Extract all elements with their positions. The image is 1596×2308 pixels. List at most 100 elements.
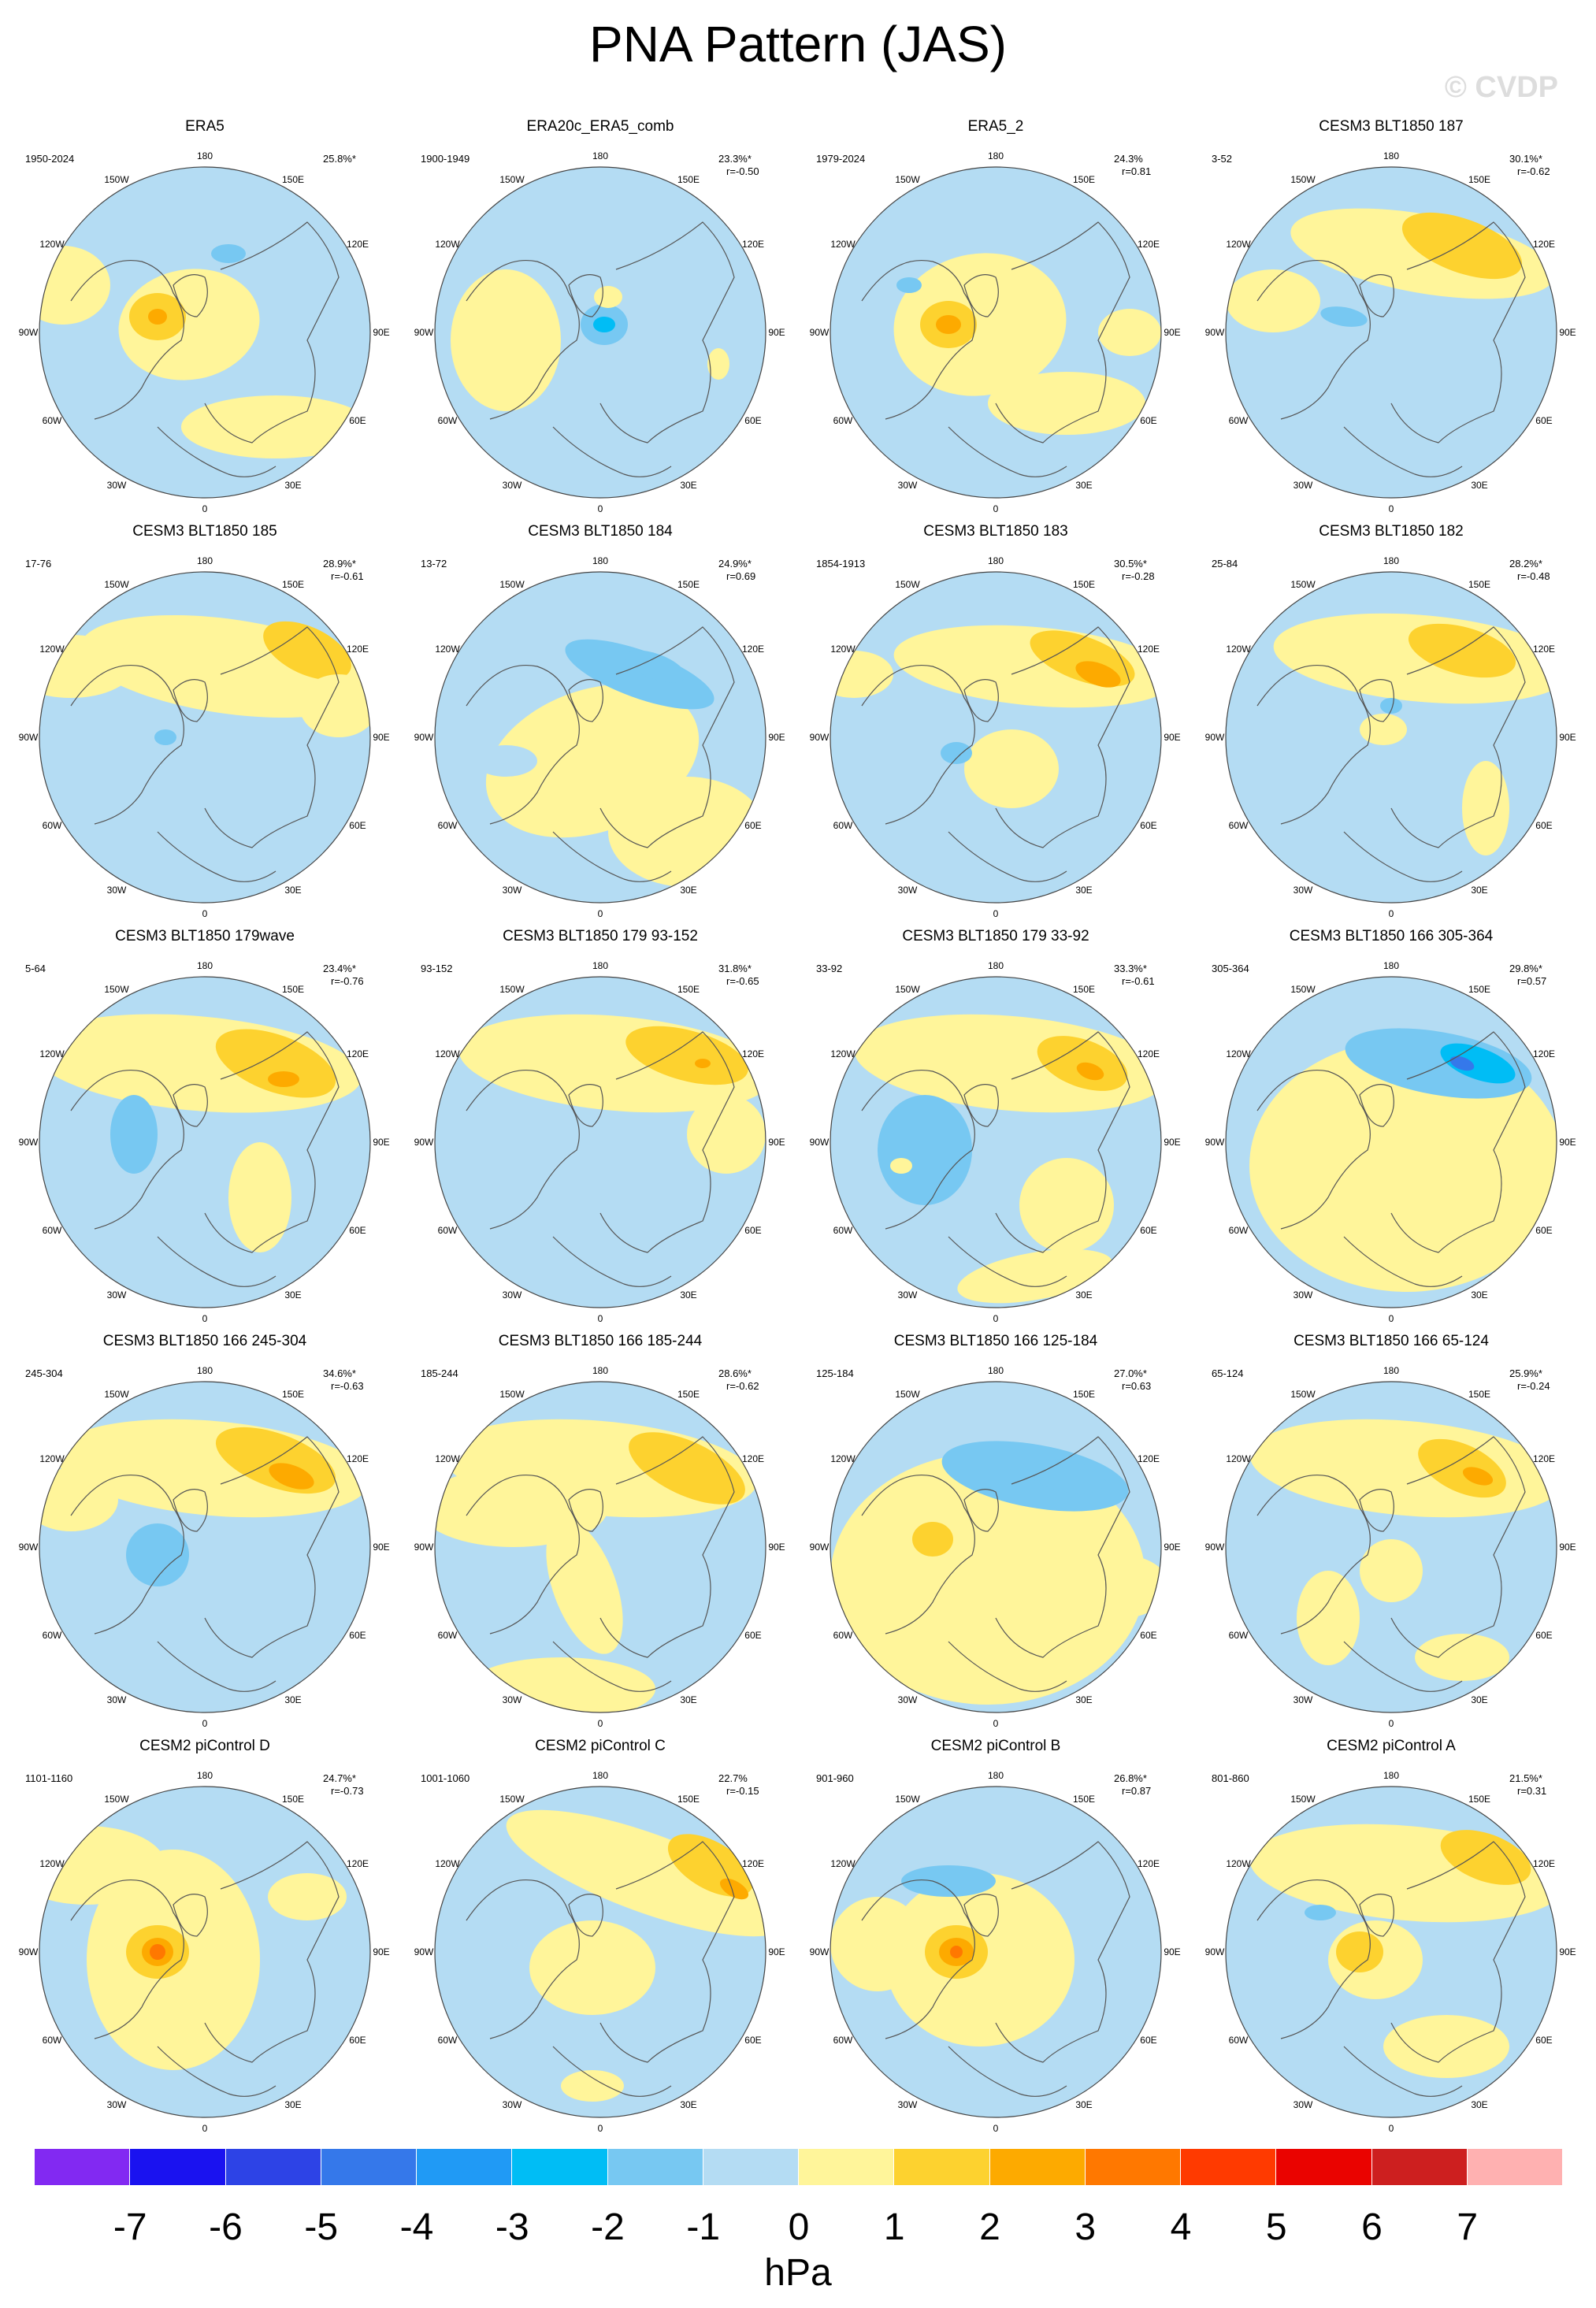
panel-title: CESM2 piControl B: [930, 1738, 1061, 1754]
longitude-label: 0: [993, 2123, 999, 2134]
longitude-label: 30W: [503, 1694, 522, 1705]
longitude-label: 30E: [680, 1289, 696, 1301]
colorbar-tick-label: -4: [399, 2206, 434, 2248]
panel-title: CESM3 BLT1850 166 185-244: [498, 1333, 703, 1349]
coastlines: [466, 1841, 735, 2097]
longitude-label: 120E: [1533, 1048, 1555, 1059]
coastline-north-america: [466, 665, 580, 825]
coastline-europe-africa: [948, 2046, 1067, 2097]
polar-map: 180 150E 120E 90E 60E 30E 0 30W 60W 90W 120W 150W: [19, 960, 390, 1324]
polar-map: 180 150E 120E 90E 60E 30E 0 30W 60W 90W 120W 150W: [19, 1770, 390, 2134]
coastline-greenland: [173, 274, 208, 317]
longitude-label: 60E: [744, 820, 761, 831]
longitude-label: 30E: [1075, 480, 1092, 491]
coastline-eurasia: [204, 1031, 340, 1253]
coastline-greenland: [1359, 1894, 1394, 1937]
longitude-label: 120W: [1226, 1858, 1251, 1869]
longitude-label: 90E: [1164, 1946, 1180, 1957]
longitude-label: 150E: [1073, 984, 1095, 995]
coastline-europe-africa: [157, 426, 277, 477]
anomaly-field: [435, 977, 766, 1308]
longitude-label: 30W: [898, 885, 918, 896]
map-boundary: [1225, 571, 1557, 904]
longitude-label: 0: [993, 1718, 999, 1729]
polar-map: 180 150E 120E 90E 60E 30E 0 30W 60W 90W 120W 150W: [19, 555, 390, 919]
map-panel: CESM3 BLT1850 166 245-304 245-304 34.6%* r=…: [9, 1333, 400, 1738]
longitude-label: 120W: [435, 1858, 460, 1869]
coastline-europe-africa: [157, 2046, 277, 2097]
longitude-label: 180: [988, 1365, 1004, 1376]
map-boundary: [434, 976, 766, 1308]
longitude-label: 150W: [104, 579, 129, 590]
panel-pattern-correlation: r=0.87: [1122, 1785, 1152, 1797]
coastline-europe-africa: [1343, 831, 1463, 882]
longitude-label: 30W: [898, 480, 918, 491]
longitude-label: 120W: [830, 1048, 856, 1059]
longitude-label: 180: [988, 555, 1004, 566]
map-panel: CESM3 BLT1850 183 1854-1913 30.5%* r=-0.28 1…: [800, 523, 1191, 928]
panel-period: 65-124: [1212, 1367, 1244, 1379]
anomaly-field: [830, 1787, 1161, 2117]
anomaly-region: [1415, 1634, 1509, 1681]
coastlines: [861, 626, 1130, 882]
coastline-north-america: [466, 1070, 580, 1230]
anomaly-region: [39, 1468, 118, 1531]
longitude-label: 0: [598, 503, 603, 514]
longitude-label: 30W: [107, 2099, 127, 2110]
longitude-label: 90E: [768, 327, 785, 338]
longitude-label: 150W: [1290, 1794, 1316, 1805]
longitude-label: 120W: [1226, 1453, 1251, 1464]
longitude-label: 150E: [677, 1389, 700, 1400]
panel-period: 93-152: [421, 963, 453, 974]
anomaly-region: [687, 1095, 766, 1174]
colorbar-segment: [1371, 2149, 1468, 2185]
panel-title: CESM3 BLT1850 166 245-304: [102, 1333, 307, 1349]
longitude-label: 90W: [1205, 732, 1225, 743]
map-panel: CESM3 BLT1850 187 3-52 30.1%* r=-0.62 180 150…: [1196, 118, 1587, 523]
colorbar-segment: [321, 2149, 417, 2185]
longitude-label: 120W: [1226, 239, 1251, 250]
longitude-label: 150W: [895, 1794, 920, 1805]
longitude-label: 30E: [1471, 885, 1487, 896]
map-boundary: [39, 1786, 371, 2118]
colorbar-tick-label: 3: [1075, 2206, 1097, 2248]
panel-pattern-correlation: r=-0.28: [1122, 570, 1155, 582]
longitude-label: 60E: [1140, 1630, 1156, 1641]
anomaly-region: [561, 2070, 624, 2102]
map-boundary: [830, 166, 1162, 499]
longitude-label: 90E: [373, 327, 389, 338]
anomaly-region: [901, 1865, 996, 1897]
coastline-north-america: [70, 1070, 184, 1230]
longitude-label: 120W: [830, 1453, 856, 1464]
coastline-north-america: [861, 1475, 975, 1635]
longitude-label: 120W: [435, 239, 460, 250]
anomaly-region: [1440, 1043, 1516, 1084]
panel-title: CESM3 BLT1850 179 93-152: [503, 928, 698, 944]
coastline-europe-africa: [948, 1641, 1067, 1692]
polar-map: 180 150E 120E 90E 60E 30E 0 30W 60W 90W 120W 150W: [414, 960, 785, 1324]
panel-pattern-correlation: r=-0.48: [1517, 570, 1550, 582]
longitude-label: 150W: [104, 1794, 129, 1805]
panel-period: 1950-2024: [25, 153, 75, 165]
longitude-label: 90W: [1205, 1137, 1225, 1148]
polar-map: 180 150E 120E 90E 60E 30E 0 30W 60W 90W 120W 150W: [1205, 555, 1576, 919]
anomaly-region: [1360, 1539, 1423, 1602]
longitude-label: 90W: [810, 327, 830, 338]
longitude-label: 60W: [833, 1630, 853, 1641]
panel-title: CESM2 piControl D: [139, 1738, 270, 1754]
panel-percent-variance: 23.3%*: [718, 153, 752, 165]
anomaly-field: [39, 1382, 370, 1712]
panel-period: 125-184: [816, 1367, 854, 1379]
panel-title: CESM3 BLT1850 179wave: [115, 928, 295, 944]
longitude-label: 0: [598, 1718, 603, 1729]
anomaly-region: [936, 315, 961, 334]
polar-map: 180 150E 120E 90E 60E 30E 0 30W 60W 90W 120W 150W: [810, 960, 1181, 1324]
longitude-label: 180: [988, 960, 1004, 971]
panel-title: ERA5_2: [967, 118, 1024, 135]
colorbar-tick-label: 7: [1457, 2206, 1479, 2248]
anomaly-region: [629, 1432, 745, 1505]
longitude-label: 90E: [768, 1946, 785, 1957]
anomaly-region: [39, 1826, 165, 1905]
longitude-label: 60E: [1535, 2035, 1552, 2046]
panel-pattern-correlation: r=-0.73: [331, 1785, 364, 1797]
